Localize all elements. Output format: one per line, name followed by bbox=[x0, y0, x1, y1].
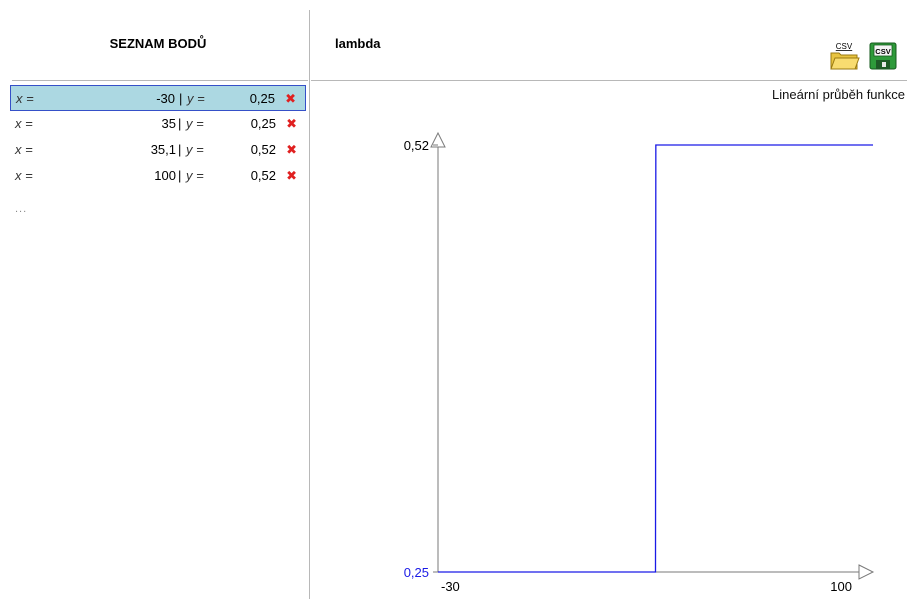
delete-point-icon[interactable]: ✖ bbox=[286, 168, 297, 184]
point-list-panel: SEZNAM BODŮ x = -30 y = 0,25 ✖ | x = 35 y = 0,25… bbox=[0, 0, 308, 599]
point-row[interactable]: x = 100 y = 0,52 ✖ | bbox=[10, 163, 306, 189]
point-y-label: y = bbox=[186, 116, 204, 132]
y-tick-label: 0,25 bbox=[404, 565, 429, 580]
series-title: lambda bbox=[335, 36, 381, 51]
delete-point-icon[interactable]: ✖ bbox=[286, 116, 297, 132]
series-line bbox=[438, 145, 873, 572]
list-title: SEZNAM BODŮ bbox=[0, 36, 316, 51]
x-tick-label: -30 bbox=[441, 579, 460, 594]
point-x-label: x = bbox=[15, 142, 33, 158]
delete-point-icon[interactable]: ✖ bbox=[286, 142, 297, 158]
point-row[interactable]: x = 35,1 y = 0,52 ✖ | bbox=[10, 137, 306, 163]
open-csv-button[interactable]: CSV bbox=[828, 40, 860, 72]
point-y-value: 0,52 bbox=[251, 142, 276, 158]
point-row[interactable]: x = 35 y = 0,25 ✖ | bbox=[10, 111, 306, 137]
panel-divider[interactable] bbox=[309, 10, 310, 599]
point-y-label: y = bbox=[186, 142, 204, 158]
point-separator: | bbox=[179, 91, 182, 107]
point-y-label: y = bbox=[187, 91, 205, 107]
point-x-value: -30 bbox=[156, 91, 175, 107]
more-indicator: ... bbox=[15, 203, 27, 215]
x-axis-arrow bbox=[859, 565, 873, 579]
function-chart: 0,25 0,52 -30 100 bbox=[311, 81, 907, 599]
y-tick-label: 0,52 bbox=[404, 138, 429, 153]
point-x-value: 100 bbox=[154, 168, 176, 184]
delete-point-icon[interactable]: ✖ bbox=[285, 91, 296, 107]
point-y-value: 0,25 bbox=[250, 91, 275, 107]
x-tick-label: 100 bbox=[830, 579, 852, 594]
point-x-label: x = bbox=[15, 116, 33, 132]
point-x-label: x = bbox=[15, 168, 33, 184]
point-x-label: x = bbox=[16, 91, 34, 107]
point-x-value: 35 bbox=[162, 116, 176, 132]
point-separator: | bbox=[178, 142, 181, 158]
open-csv-text: CSV bbox=[836, 42, 853, 51]
list-divider bbox=[12, 80, 308, 81]
chart-panel: lambda CSV CSV Lineární průběh funkce 0,… bbox=[311, 0, 907, 599]
points-list: x = -30 y = 0,25 ✖ | x = 35 y = 0,25 ✖ | x = 35,1 y … bbox=[10, 85, 306, 189]
point-separator: | bbox=[178, 116, 181, 132]
folder-csv-icon: CSV bbox=[831, 42, 859, 69]
save-csv-icon: CSV bbox=[870, 43, 896, 69]
point-y-label: y = bbox=[186, 168, 204, 184]
point-y-value: 0,52 bbox=[251, 168, 276, 184]
point-separator: | bbox=[178, 168, 181, 184]
save-csv-text: CSV bbox=[875, 47, 890, 56]
save-csv-button[interactable]: CSV bbox=[867, 40, 899, 72]
point-y-value: 0,25 bbox=[251, 116, 276, 132]
point-x-value: 35,1 bbox=[151, 142, 176, 158]
point-row[interactable]: x = -30 y = 0,25 ✖ | bbox=[10, 85, 306, 111]
